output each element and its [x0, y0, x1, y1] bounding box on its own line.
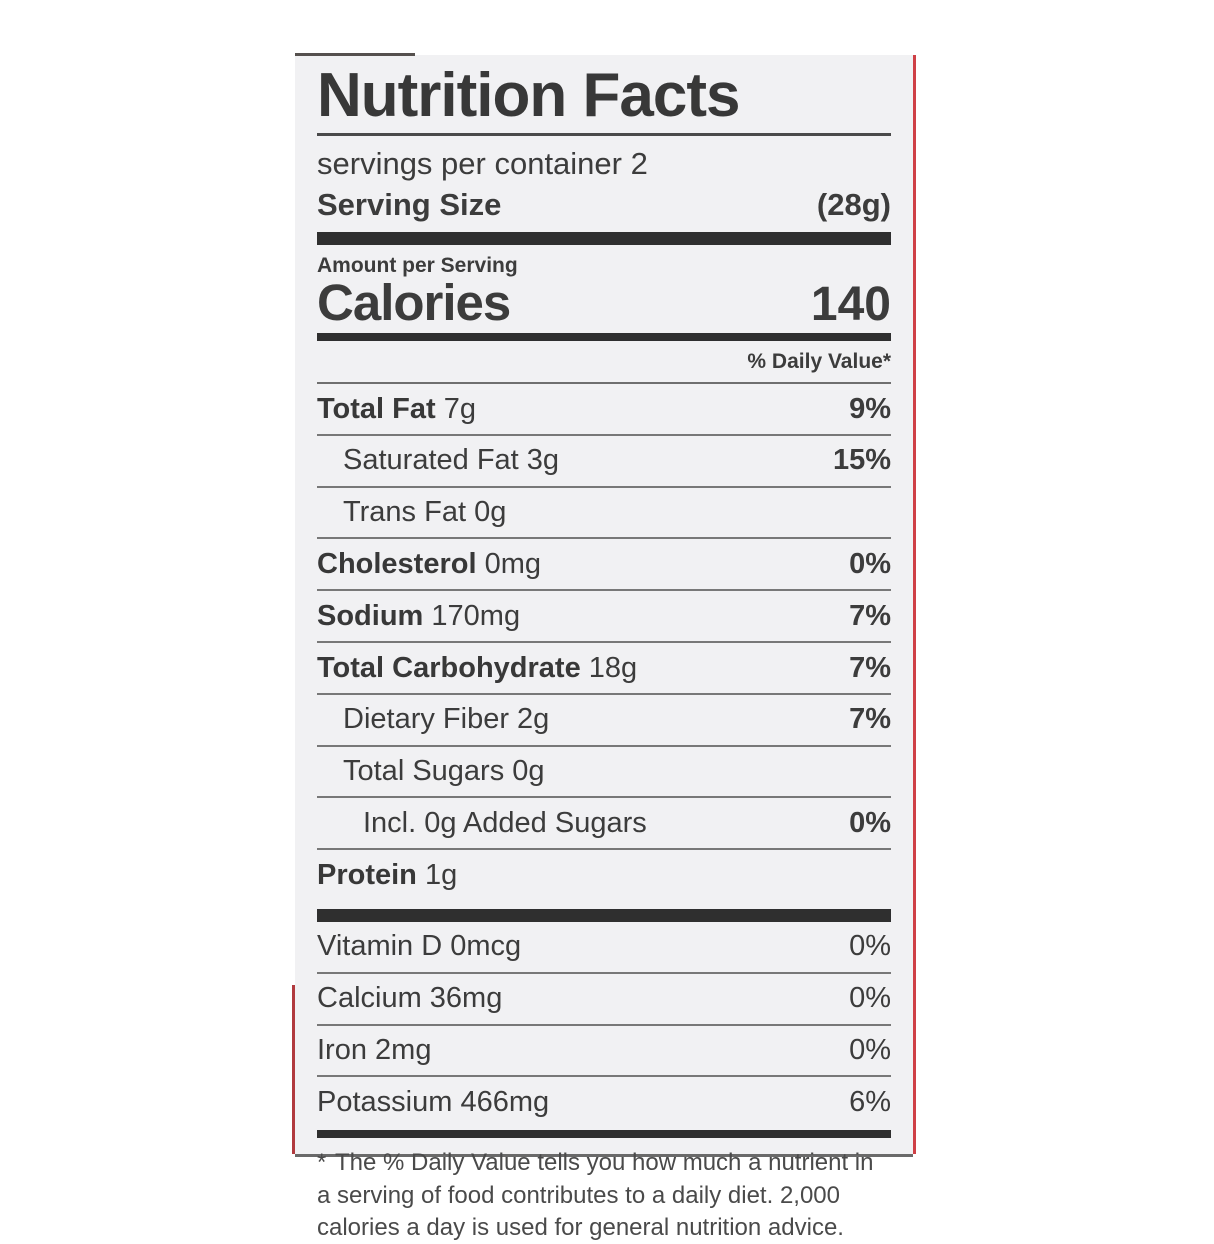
nutrient-name: Total Sugars 0g: [343, 755, 545, 788]
nutrient-name: Potassium 466mg: [317, 1085, 550, 1118]
nutrient-dv: 0%: [849, 1034, 891, 1067]
nutrient-name: Sodium 170mg: [317, 599, 521, 632]
nutrient-row: Iron 2mg 0%: [317, 1026, 891, 1078]
amount-per-serving-label: Amount per Serving: [317, 254, 518, 278]
nutrient-name: Total Carbohydrate 18g: [317, 651, 638, 684]
daily-value-header: % Daily Value*: [317, 341, 891, 385]
nutrient-row: Total Fat 7g 9%: [317, 384, 891, 436]
serving-size-row: Serving Size (28g): [317, 186, 891, 223]
footnote: * The % Daily Value tells you how much a …: [317, 1138, 891, 1244]
label-title: Nutrition Facts: [317, 61, 740, 130]
nutrient-name: Incl. 0g Added Sugars: [363, 806, 647, 839]
nutrition-facts-label: Nutrition Facts servings per container 2…: [292, 53, 916, 1241]
footnote-asterisk: *: [317, 1149, 327, 1177]
nutrient-row: Incl. 0g Added Sugars 0%: [317, 798, 891, 851]
nutrient-row: Vitamin D 0mcg 0%: [317, 922, 891, 974]
nutrient-name: Saturated Fat 3g: [343, 444, 560, 477]
nutrient-dv: 0%: [849, 547, 891, 580]
micronutrient-rows: Vitamin D 0mcg 0% Calcium 36mg 0% Iron 2…: [317, 922, 891, 1127]
nutrient-name: Iron 2mg: [317, 1034, 432, 1067]
medium-divider-bottom: [317, 1130, 891, 1139]
nutrient-name: Cholesterol 0mg: [317, 547, 542, 580]
thick-divider-protein: [317, 908, 891, 922]
calories-label: Calories: [317, 274, 511, 332]
title-divider: [317, 133, 891, 137]
nutrient-row: Total Carbohydrate 18g 7%: [317, 643, 891, 695]
serving-size-value: (28g): [816, 187, 891, 223]
nutrient-dv: 0%: [849, 982, 891, 1015]
nutrient-name: Calcium 36mg: [317, 982, 503, 1015]
nutrient-row: Cholesterol 0mg 0%: [317, 539, 891, 592]
calories-value: 140: [810, 277, 891, 331]
nutrient-row: Total Sugars 0g: [317, 747, 891, 799]
footnote-text: The % Daily Value tells you how much a n…: [317, 1149, 874, 1241]
nutrient-name: Total Fat 7g: [317, 392, 477, 425]
nutrient-row: Dietary Fiber 2g 7%: [317, 695, 891, 747]
nutrient-row: Potassium 466mg 6%: [317, 1077, 891, 1127]
nutrient-dv: 7%: [849, 651, 891, 684]
nutrient-row: Saturated Fat 3g 15%: [317, 436, 891, 488]
nutrient-row: Trans Fat 0g: [317, 488, 891, 540]
label-top-edge: [295, 53, 415, 56]
nutrient-dv: 0%: [849, 930, 891, 963]
nutrient-dv: 9%: [849, 392, 891, 425]
serving-size-label: Serving Size: [317, 187, 502, 223]
nutrient-dv: 15%: [832, 444, 891, 477]
nutrient-dv: 6%: [849, 1085, 891, 1118]
calories-row: Calories 140: [317, 276, 891, 330]
nutrient-rows: Total Fat 7g 9% Saturated Fat 3g 15% Tra…: [317, 384, 891, 900]
nutrient-dv: 7%: [849, 599, 891, 632]
medium-divider-calories: [317, 333, 891, 342]
nutrient-name: Dietary Fiber 2g: [343, 703, 550, 736]
nutrient-dv: 0%: [849, 806, 891, 839]
nutrient-name: Trans Fat 0g: [343, 496, 507, 529]
servings-per-container: servings per container 2: [317, 146, 648, 182]
nutrient-name: Protein 1g: [317, 858, 458, 891]
nutrient-row: Sodium 170mg 7%: [317, 591, 891, 643]
thick-divider-top: [317, 232, 891, 246]
nutrient-dv: 7%: [849, 703, 891, 736]
nutrient-row: Protein 1g: [317, 850, 891, 900]
nutrient-row: Calcium 36mg 0%: [317, 974, 891, 1026]
nutrient-name: Vitamin D 0mcg: [317, 930, 522, 963]
